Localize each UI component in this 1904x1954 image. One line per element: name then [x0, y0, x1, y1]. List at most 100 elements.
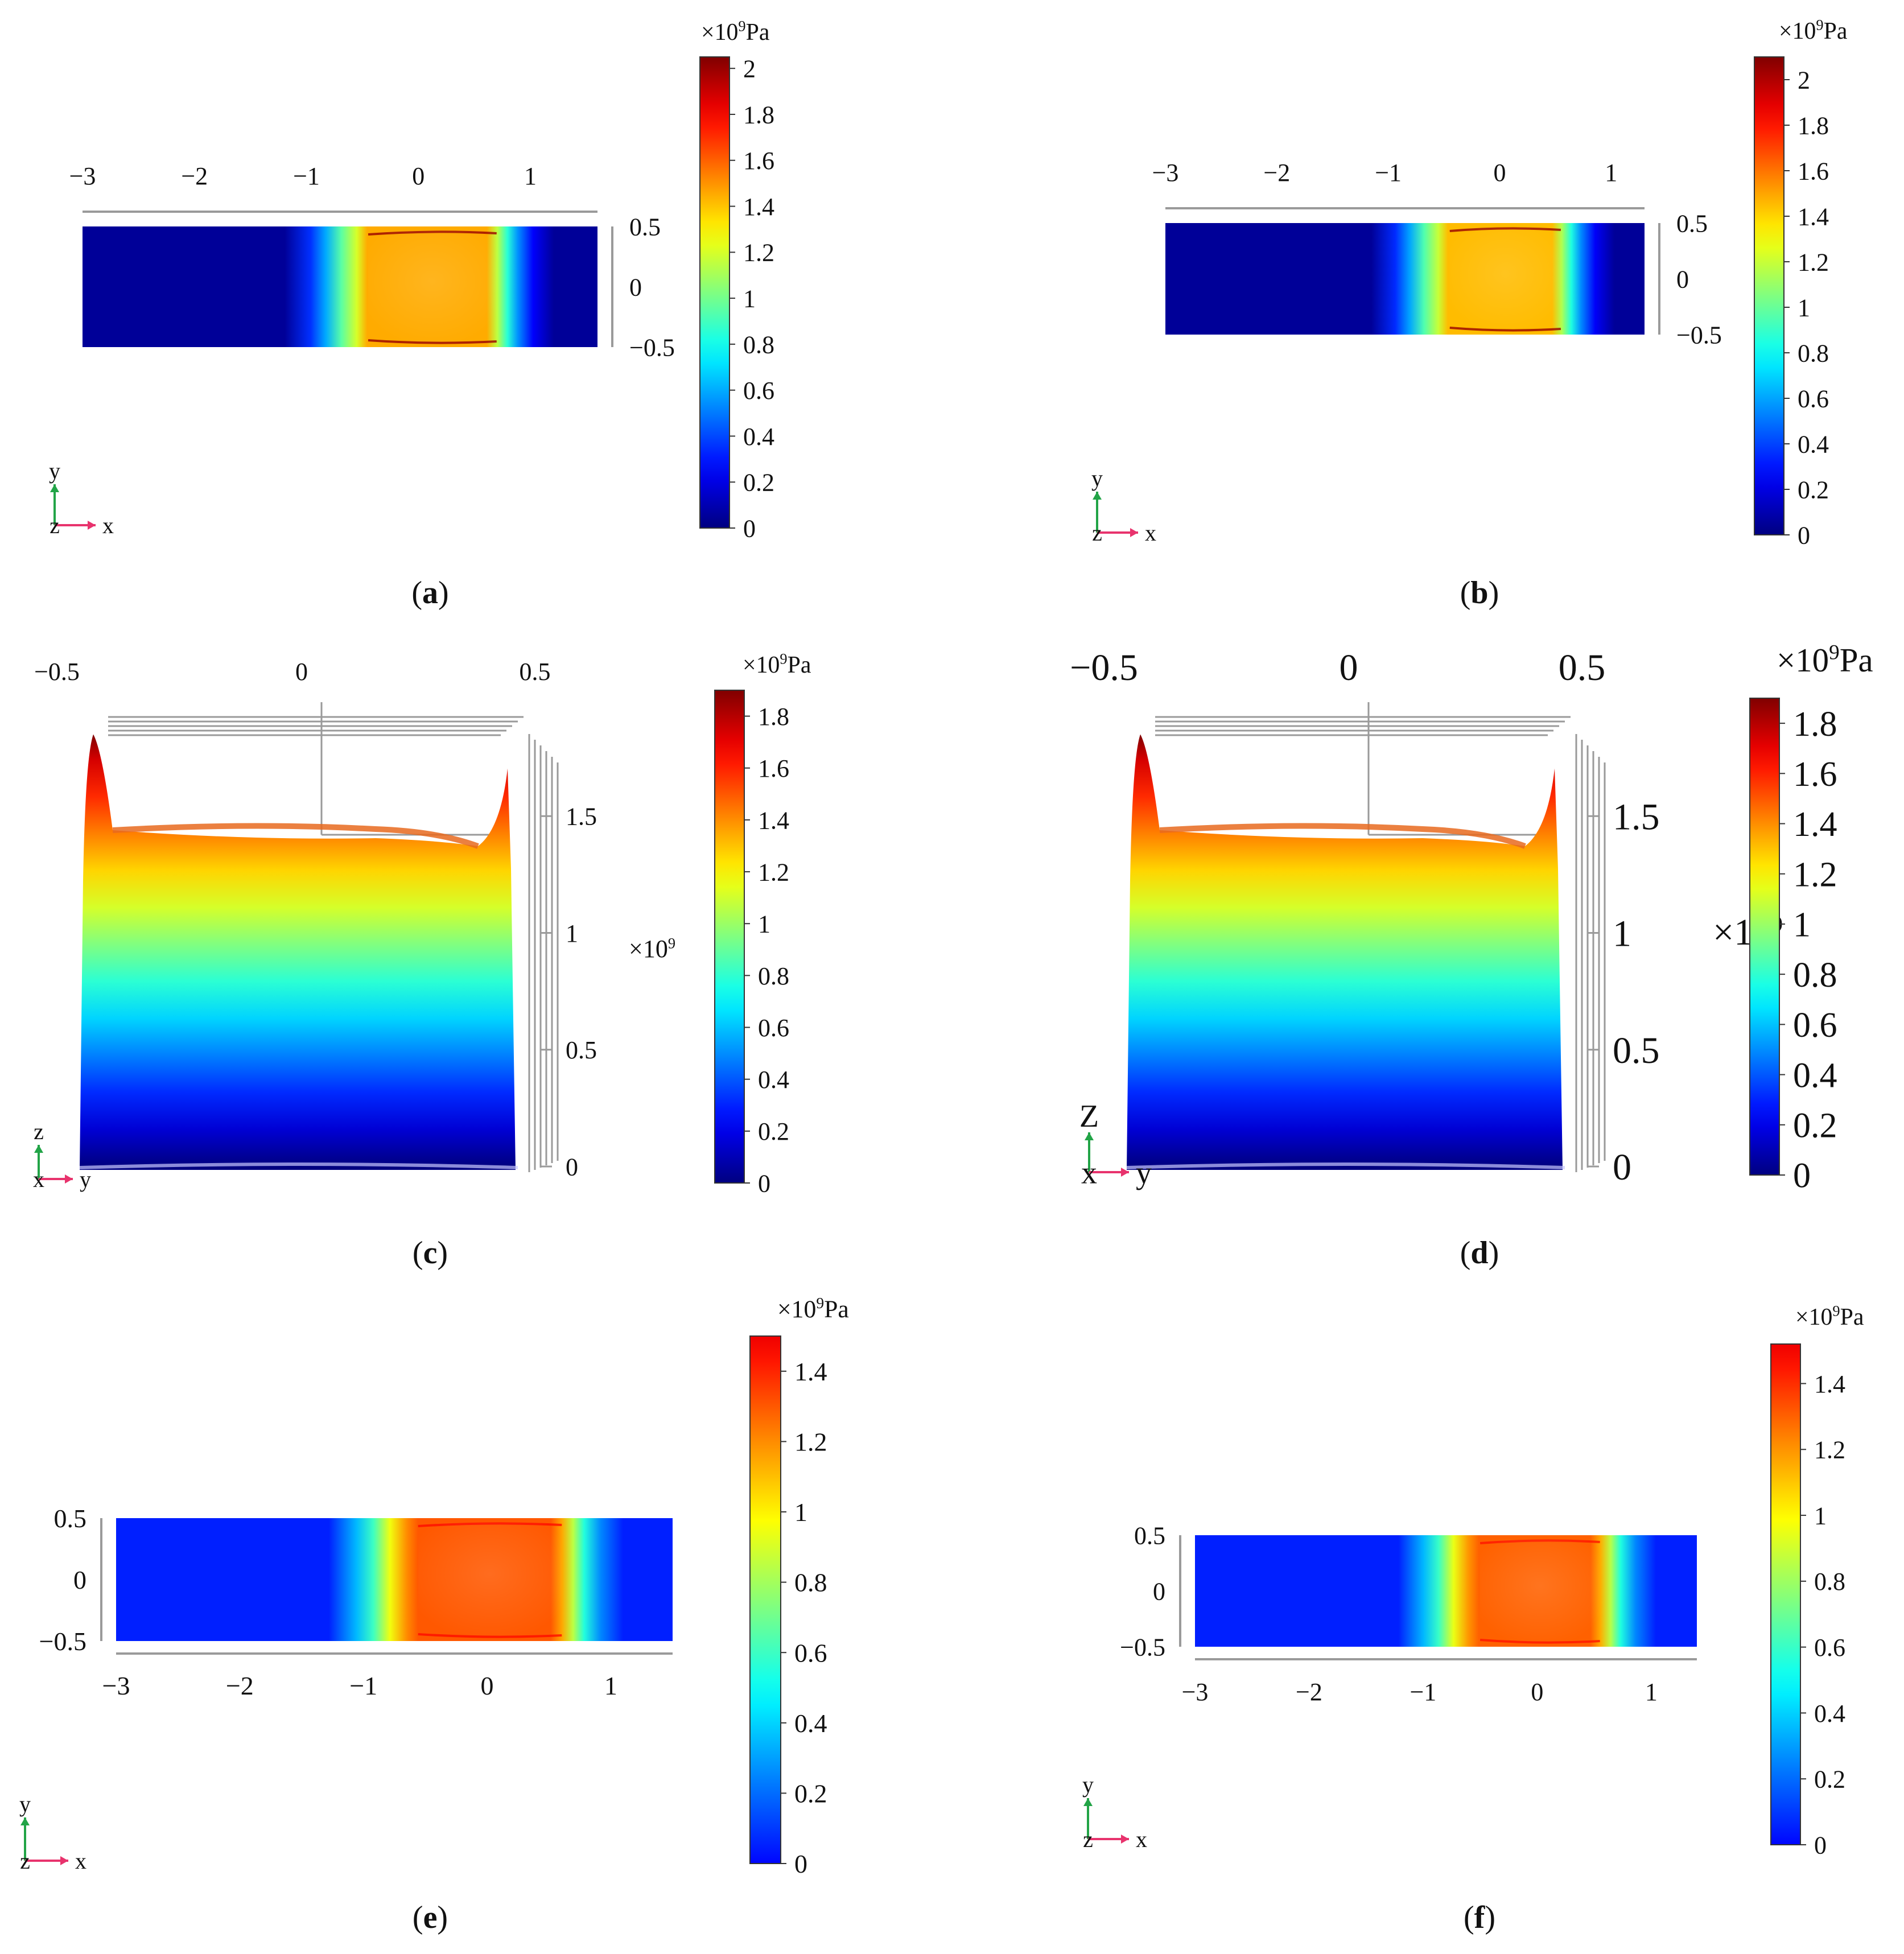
plateau-lip — [112, 823, 479, 849]
colorbar-tick-label-b: 0.4 — [1798, 430, 1829, 458]
panel-label-c: (c) — [412, 1235, 448, 1271]
x-tick-label: −3 — [69, 162, 96, 190]
x-tick-label: 1 — [1645, 1678, 1658, 1706]
panel-label-b: (b) — [1460, 575, 1499, 611]
colorbar-tick-label-e: 0.2 — [794, 1779, 827, 1808]
colorbar-unit-f: ×109Pa — [1795, 1302, 1864, 1330]
plot-a: −3 −2 −1 0 1 0.5 0 −0.5 — [69, 162, 675, 361]
colorbar-tick-label-d: 1.4 — [1793, 805, 1837, 844]
colorbar-tick-label-d: 1.8 — [1793, 705, 1837, 744]
x-tick-label: −1 — [349, 1671, 377, 1700]
colorbar-tick-label-f: 0.8 — [1814, 1568, 1845, 1596]
triad-label-right: y — [1136, 1156, 1152, 1191]
colorbar-scale-f — [1770, 1343, 1801, 1845]
colorbar-tick-label-c: 0.6 — [758, 1014, 789, 1042]
triad-label-right: x — [75, 1848, 86, 1874]
colorbar-tick-label-c: 1.4 — [758, 806, 789, 834]
colorbar-tick-label-f: 1 — [1814, 1502, 1827, 1530]
surface-plot-d: −0.500.51.510.50×109 — [1070, 647, 1783, 1188]
colorbar-unit-e: ×109Pa — [777, 1294, 849, 1323]
colorbar-tick-label-e: 0.6 — [794, 1638, 827, 1667]
colorbar-unit-c: ×109Pa — [743, 650, 811, 678]
colorbar-tick-label-f: 0.2 — [1814, 1766, 1845, 1794]
colorbar-tick-label-d: 0.8 — [1793, 956, 1837, 995]
peak-shading — [1449, 228, 1561, 330]
x-tick-label: 0 — [1493, 159, 1506, 187]
plot-f: −3 −2 −1 0 1 0.5 0 −0.5 — [1120, 1522, 1697, 1706]
triad-up-arrowhead — [20, 1817, 30, 1825]
x-tick-label: 1 — [524, 162, 537, 190]
colorbar-tick-label-b: 1.2 — [1798, 248, 1829, 276]
coordinate-triad-f: y z x — [1082, 1772, 1147, 1852]
colorbar-tick-label-c: 1.2 — [758, 858, 789, 886]
x-tick-label: −2 — [1296, 1678, 1322, 1706]
colorbar-tick-label-c: 1.8 — [758, 703, 789, 731]
y-tick-label: 0 — [1153, 1577, 1165, 1605]
colorbar-tick-label-e: 0 — [794, 1849, 807, 1878]
triad-label-out: z — [1092, 520, 1102, 546]
colorbar-tick-label-a: 0.8 — [743, 331, 774, 358]
x-tick-label: −3 — [102, 1671, 130, 1700]
triad-label-right: x — [1136, 1827, 1147, 1852]
z-tick-label: 0.5 — [566, 1036, 597, 1064]
colorbar-tick-label-f: 0 — [1814, 1831, 1827, 1859]
y-tick-label-top: 0.5 — [520, 658, 551, 686]
x-tick-label: −1 — [1375, 159, 1402, 187]
triad-right-arrowhead — [60, 1856, 68, 1865]
bottom-sheen — [79, 1162, 518, 1169]
coordinate-triad-e: y z x — [19, 1791, 86, 1874]
colorbar-tick-label-d: 0.6 — [1793, 1006, 1837, 1045]
z-scale-label: ×109 — [629, 935, 675, 963]
panel-label-a: (a) — [411, 575, 449, 611]
colorbar-tick-label-e: 0.4 — [794, 1709, 827, 1738]
triad-label-out: z — [20, 1848, 30, 1874]
colorbar-tick-label-e: 1.2 — [794, 1428, 827, 1457]
colorbar-tick-label-b: 0.6 — [1798, 385, 1829, 413]
colorbar-e: 1.4 1.2 1 0.8 0.6 0.4 0.2 0 ×109Pa — [749, 1294, 849, 1878]
x-tick-label: −2 — [226, 1671, 254, 1700]
colorbar-tick-label-c: 1 — [758, 910, 770, 938]
y-tick-label: −0.5 — [1676, 321, 1722, 349]
y-tick-label: 0.5 — [629, 213, 661, 241]
triad-label-up: Z — [1079, 1099, 1099, 1134]
triad-label-up: y — [19, 1791, 31, 1817]
stress-surface-d — [1127, 734, 1563, 1170]
colorbar-tick-label-b: 1.6 — [1798, 157, 1829, 185]
y-tick-label-top: 0 — [1340, 647, 1358, 689]
stress-surface-c — [80, 734, 516, 1170]
stress-field-e — [116, 1518, 673, 1641]
colorbar-tick-label-a: 1.8 — [743, 101, 774, 129]
coordinate-triad-c: zx y — [33, 1119, 91, 1192]
colorbar-tick-label-a: 0.6 — [743, 377, 774, 405]
colorbar-tick-label-f: 0.4 — [1814, 1700, 1845, 1728]
colorbar-tick-label-a: 0.2 — [743, 469, 774, 497]
colorbar-unit-d: ×109Pa — [1777, 641, 1873, 679]
x-tick-label: 0 — [481, 1671, 494, 1700]
triad-label-out: x — [33, 1166, 44, 1192]
x-tick-label: −3 — [1182, 1678, 1209, 1706]
colorbar-tick-label-b: 1.8 — [1798, 112, 1829, 139]
colorbar-tick-label-c: 1.6 — [758, 755, 789, 782]
triad-right-arrowhead — [88, 521, 96, 530]
stress-field-b — [1165, 223, 1645, 335]
colorbar-d: 1.8 1.6 1.4 1.2 1 0.8 0.6 0.4 0.2 0 ×109Pa — [1749, 641, 1873, 1196]
colorbar-tick-label-d: 0 — [1793, 1157, 1811, 1196]
peak-shading — [1480, 1540, 1600, 1642]
colorbar-tick-label-e: 1.4 — [794, 1357, 827, 1386]
triad-label-out: x — [1081, 1156, 1097, 1191]
triad-right-arrowhead — [1121, 1835, 1129, 1844]
colorbar-tick-label-f: 1.4 — [1814, 1370, 1845, 1398]
z-tick-label: 1.5 — [566, 803, 597, 831]
z-tick-label: 0 — [566, 1153, 578, 1181]
colorbar-tick-label-f: 0.6 — [1814, 1634, 1845, 1662]
panel-label-d: (d) — [1460, 1235, 1499, 1271]
bottom-sheen — [1126, 1162, 1565, 1169]
y-tick-label-top: −0.5 — [1070, 647, 1138, 689]
triad-label-up: z — [34, 1119, 44, 1144]
colorbar-scale-d — [1749, 698, 1780, 1176]
triad-label-out: z — [50, 513, 60, 538]
colorbar-tick-label-b: 1 — [1798, 294, 1810, 321]
stress-field-f — [1195, 1535, 1697, 1647]
x-tick-label: −1 — [1410, 1678, 1436, 1706]
